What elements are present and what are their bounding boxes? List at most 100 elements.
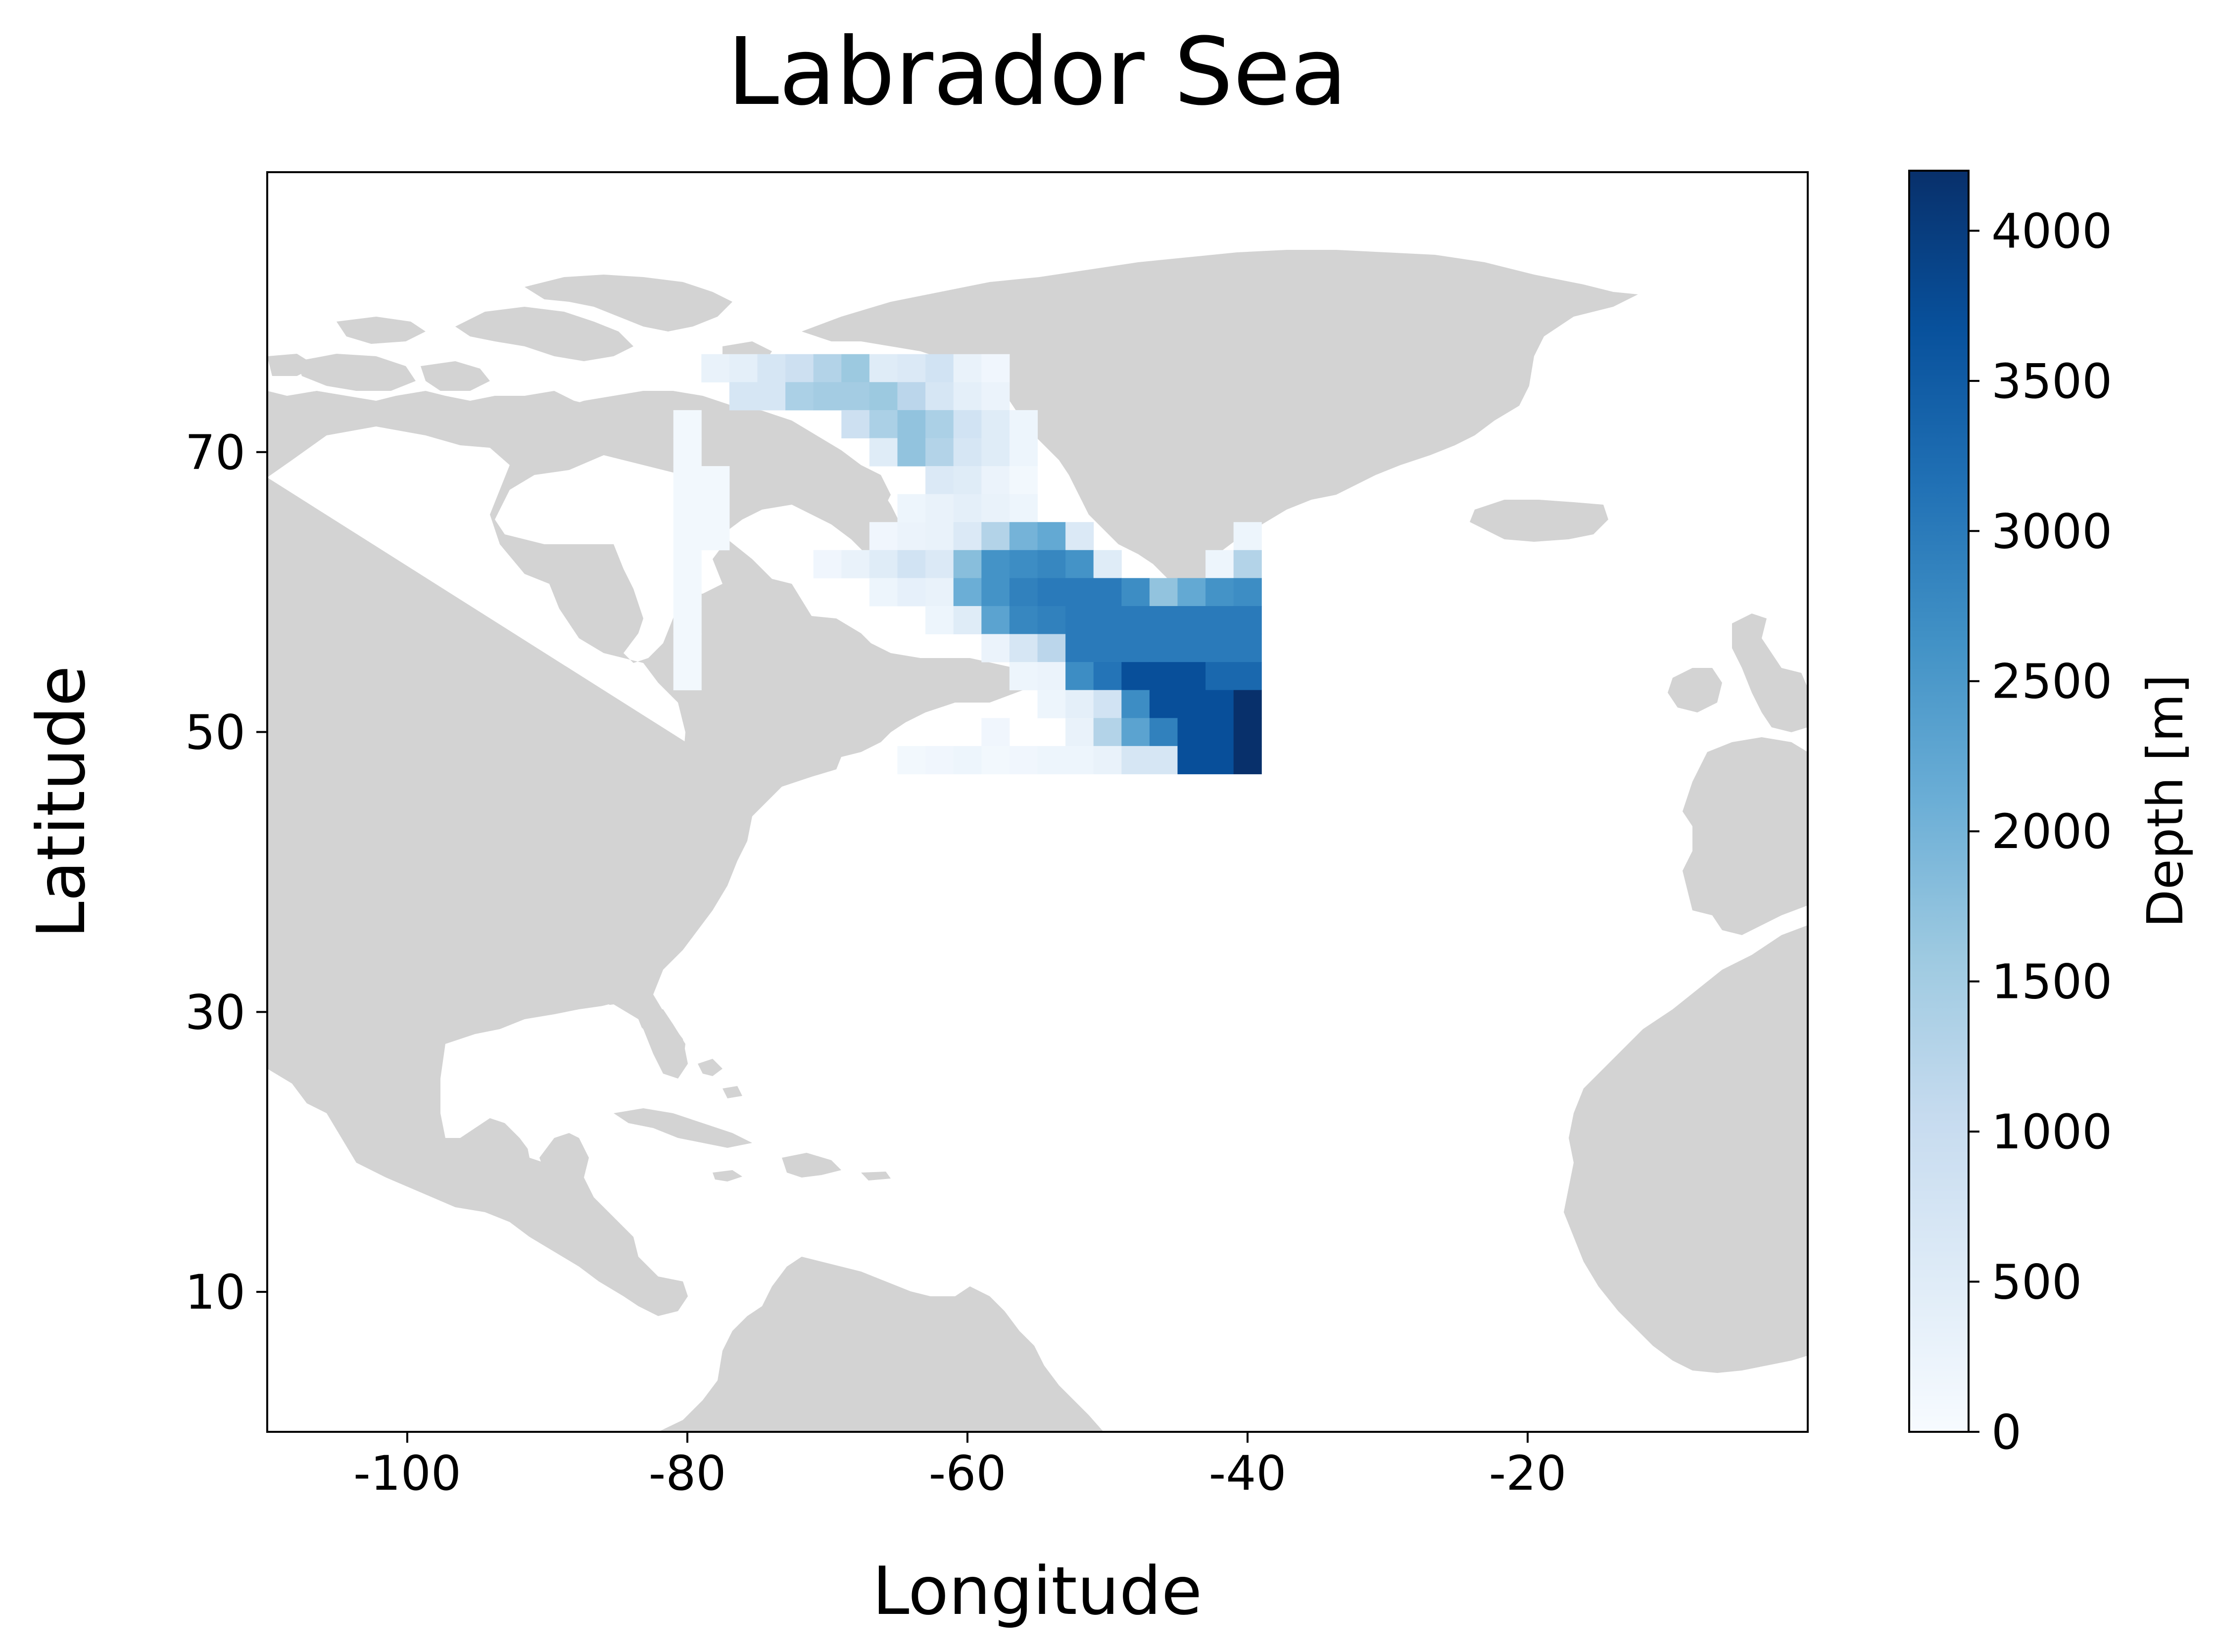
depth-cell [1093,746,1122,774]
depth-cell [673,410,702,438]
depth-cell [953,550,982,578]
depth-cell [785,382,814,411]
depth-cell [1177,746,1206,774]
land-jamaica [713,1170,742,1181]
depth-cell [953,746,982,774]
depth-cell [1065,718,1094,747]
depth-cell [897,550,926,578]
depth-cell [1065,578,1094,607]
colorbar-ticks: 0 500 1000 1500 2000 2500 3000 3500 4000 [1969,203,2112,1460]
land-iberia [1683,737,1808,935]
colorbar-label: Depth [m] [2136,674,2194,928]
depth-cell [869,410,898,438]
depth-cell [1177,662,1206,691]
depth-cell [925,522,954,551]
depth-cell [1121,634,1150,662]
depth-cell [925,438,954,467]
depth-cell [1009,522,1038,551]
depth-cell [1121,718,1150,747]
depth-cell [981,438,1010,467]
depth-cell [1009,746,1038,774]
y-axis-ticks: 10 30 50 70 [185,425,267,1320]
depth-cell [925,354,954,382]
colorbar-tick-label: 1000 [1991,1104,2112,1160]
depth-cell [1233,718,1262,747]
depth-cell [925,410,954,438]
depth-cell [1121,746,1150,774]
depth-cell [701,494,730,522]
depth-cell [673,606,702,635]
depth-cell [813,550,842,578]
land-puerto-rico [861,1172,891,1180]
depth-cell [1233,550,1262,578]
y-tick-label: 10 [185,1265,245,1320]
depth-cell [673,438,702,467]
depth-cell [1149,606,1178,635]
depth-cell [1205,606,1234,635]
depth-cell [1037,690,1066,718]
depth-cell [1037,522,1066,551]
depth-cell [841,550,870,578]
depth-cell [1121,690,1150,718]
y-tick-label: 70 [185,425,245,480]
depth-cell [1149,690,1178,718]
colorbar-tick-label: 500 [1991,1255,2082,1310]
depth-cell [1009,466,1038,495]
depth-cell [1233,578,1262,607]
depth-cell [673,494,702,522]
depth-cell [869,382,898,411]
depth-cell [673,662,702,691]
depth-cell [1009,606,1038,635]
colorbar: 0 500 1000 1500 2000 2500 3000 3500 4000 Depth [… [1908,170,2194,1460]
depth-cell [841,382,870,411]
land-masses [267,250,1808,1432]
depth-cell [1205,578,1234,607]
depth-cell [897,494,926,522]
x-tick-label: -100 [353,1446,461,1501]
depth-cell [981,718,1010,747]
depth-cell [897,578,926,607]
depth-cell [925,746,954,774]
gulf-of-mexico [440,1004,648,1163]
depth-cell [1149,718,1178,747]
depth-cell [1233,606,1262,635]
depth-cell [1093,634,1122,662]
colorbar-tick-label: 2000 [1991,804,2112,859]
depth-cell [1009,410,1038,438]
depth-cell [897,410,926,438]
depth-cell [673,578,702,607]
depth-cell [1121,662,1150,691]
depth-cell [1093,718,1122,747]
depth-cell [1065,634,1094,662]
depth-cell [869,438,898,467]
depth-cell [1205,634,1234,662]
depth-cell [1093,690,1122,718]
depth-cell [1149,662,1178,691]
depth-cell [1009,578,1038,607]
depth-cell [841,354,870,382]
depth-cell [673,522,702,551]
land-south-america [658,1257,1104,1432]
depth-cell [953,494,982,522]
depth-cell [1205,662,1234,691]
depth-cell [981,382,1010,411]
depth-cell [813,354,842,382]
depth-cell [953,438,982,467]
depth-cell [869,550,898,578]
depth-cell [1177,606,1206,635]
depth-cell [1233,522,1262,551]
depth-cell [1009,662,1038,691]
depth-cell [869,578,898,607]
y-tick-label: 50 [185,705,245,760]
depth-cell [673,550,702,578]
depth-cell [953,578,982,607]
land-yucatan [539,1133,589,1187]
depth-cell [1065,550,1094,578]
depth-cell [897,522,926,551]
depth-cell [1037,550,1066,578]
colorbar-tick-label: 3000 [1991,504,2112,559]
x-tick-label: -60 [929,1446,1007,1501]
depth-cell [897,382,926,411]
depth-cell [1093,606,1122,635]
depth-cell [1177,718,1206,747]
